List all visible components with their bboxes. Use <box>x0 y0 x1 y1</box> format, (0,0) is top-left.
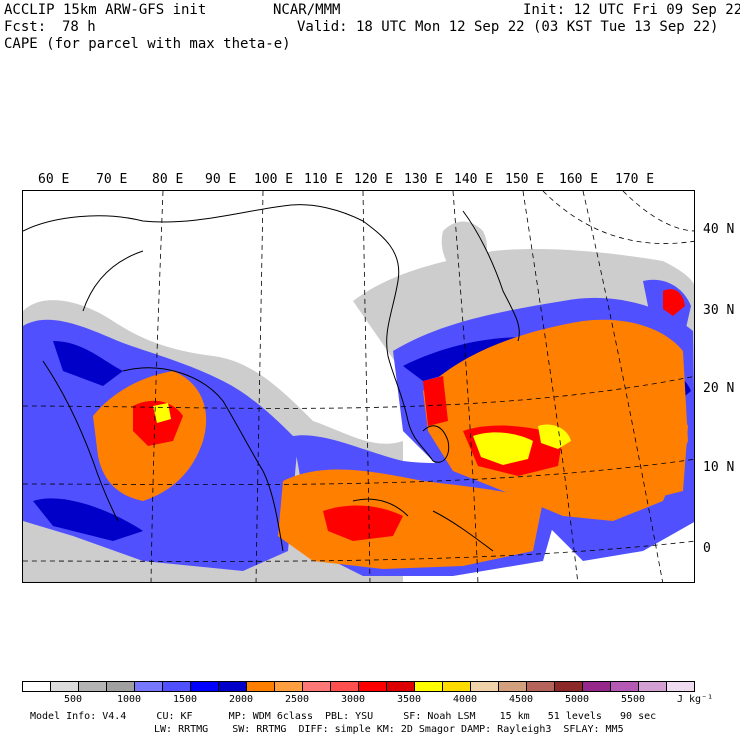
lon-label: 60 E <box>38 172 70 187</box>
forecast-label: Fcst: <box>4 19 47 35</box>
colorbar-swatch <box>583 682 611 691</box>
lat-label: 20 N <box>703 381 735 396</box>
lon-label: 130 E <box>404 172 444 187</box>
colorbar-units: J kg⁻¹ <box>677 694 714 705</box>
colorbar-tick-label: 3500 <box>396 694 422 705</box>
colorbar-swatch <box>415 682 443 691</box>
colorbar-swatch <box>303 682 331 691</box>
colorbar-swatch <box>79 682 107 691</box>
colorbar-tick-label: 2000 <box>228 694 254 705</box>
colorbar-tick-label: 1000 <box>116 694 142 705</box>
colorbar-swatch <box>275 682 303 691</box>
colorbar-swatch <box>639 682 667 691</box>
colorbar-swatch <box>219 682 247 691</box>
lat-label: 40 N <box>703 222 735 237</box>
lat-label: 0 <box>703 541 711 556</box>
colorbar-swatch <box>23 682 51 691</box>
colorbar-swatch <box>387 682 415 691</box>
colorbar-swatch <box>359 682 387 691</box>
colorbar-tick-label: 1500 <box>172 694 198 705</box>
colorbar-swatch <box>247 682 275 691</box>
coastlines <box>23 204 520 552</box>
colorbar-swatch <box>471 682 499 691</box>
lon-label: 120 E <box>354 172 394 187</box>
colorbar-swatch <box>135 682 163 691</box>
model-info-line2: LW: RRTMG SW: RRTMG DIFF: simple KM: 2D … <box>154 724 624 735</box>
colorbar-tick-label: 5500 <box>620 694 646 705</box>
lon-label: 100 E <box>254 172 294 187</box>
colorbar-swatch <box>499 682 527 691</box>
field-title: CAPE (for parcel with max theta-e) <box>4 36 291 52</box>
colorbar-swatch <box>443 682 471 691</box>
cape-colorbar <box>22 681 695 692</box>
colorbar-swatch <box>667 682 694 691</box>
model-title: ACCLIP 15km ARW-GFS init <box>4 2 207 18</box>
cape-map <box>22 190 695 583</box>
lon-label: 90 E <box>205 172 237 187</box>
colorbar-tick-label: 2500 <box>284 694 310 705</box>
forecast-hour: 78 h <box>62 19 96 35</box>
colorbar-tick-label: 4500 <box>508 694 534 705</box>
colorbar-tick-label: 3000 <box>340 694 366 705</box>
colorbar-swatch <box>555 682 583 691</box>
lat-label: 10 N <box>703 460 735 475</box>
lon-label: 170 E <box>615 172 655 187</box>
init-time: Init: 12 UTC Fri 09 Sep 22 <box>523 2 740 18</box>
graticule <box>23 191 694 582</box>
valid-time: Valid: 18 UTC Mon 12 Sep 22 (03 KST Tue … <box>297 19 719 35</box>
lat-label: 30 N <box>703 303 735 318</box>
extreme-cape-areas <box>153 403 571 465</box>
colorbar-tick-label: 4000 <box>452 694 478 705</box>
colorbar-tick-label: 500 <box>63 694 83 705</box>
organization-label: NCAR/MMM <box>273 2 341 18</box>
lon-label: 80 E <box>152 172 184 187</box>
colorbar-swatch <box>527 682 555 691</box>
colorbar-swatch <box>331 682 359 691</box>
lon-label: 70 E <box>96 172 128 187</box>
lon-label: 140 E <box>454 172 494 187</box>
colorbar-swatch <box>191 682 219 691</box>
colorbar-swatch <box>611 682 639 691</box>
colorbar-swatch <box>163 682 191 691</box>
colorbar-swatch <box>107 682 135 691</box>
lon-label: 110 E <box>304 172 344 187</box>
colorbar-tick-label: 5000 <box>564 694 590 705</box>
lon-label: 150 E <box>505 172 545 187</box>
lon-label: 160 E <box>559 172 599 187</box>
model-info-line1: Model Info: V4.4 CU: KF MP: WDM 6class P… <box>30 711 657 722</box>
colorbar-swatch <box>51 682 79 691</box>
